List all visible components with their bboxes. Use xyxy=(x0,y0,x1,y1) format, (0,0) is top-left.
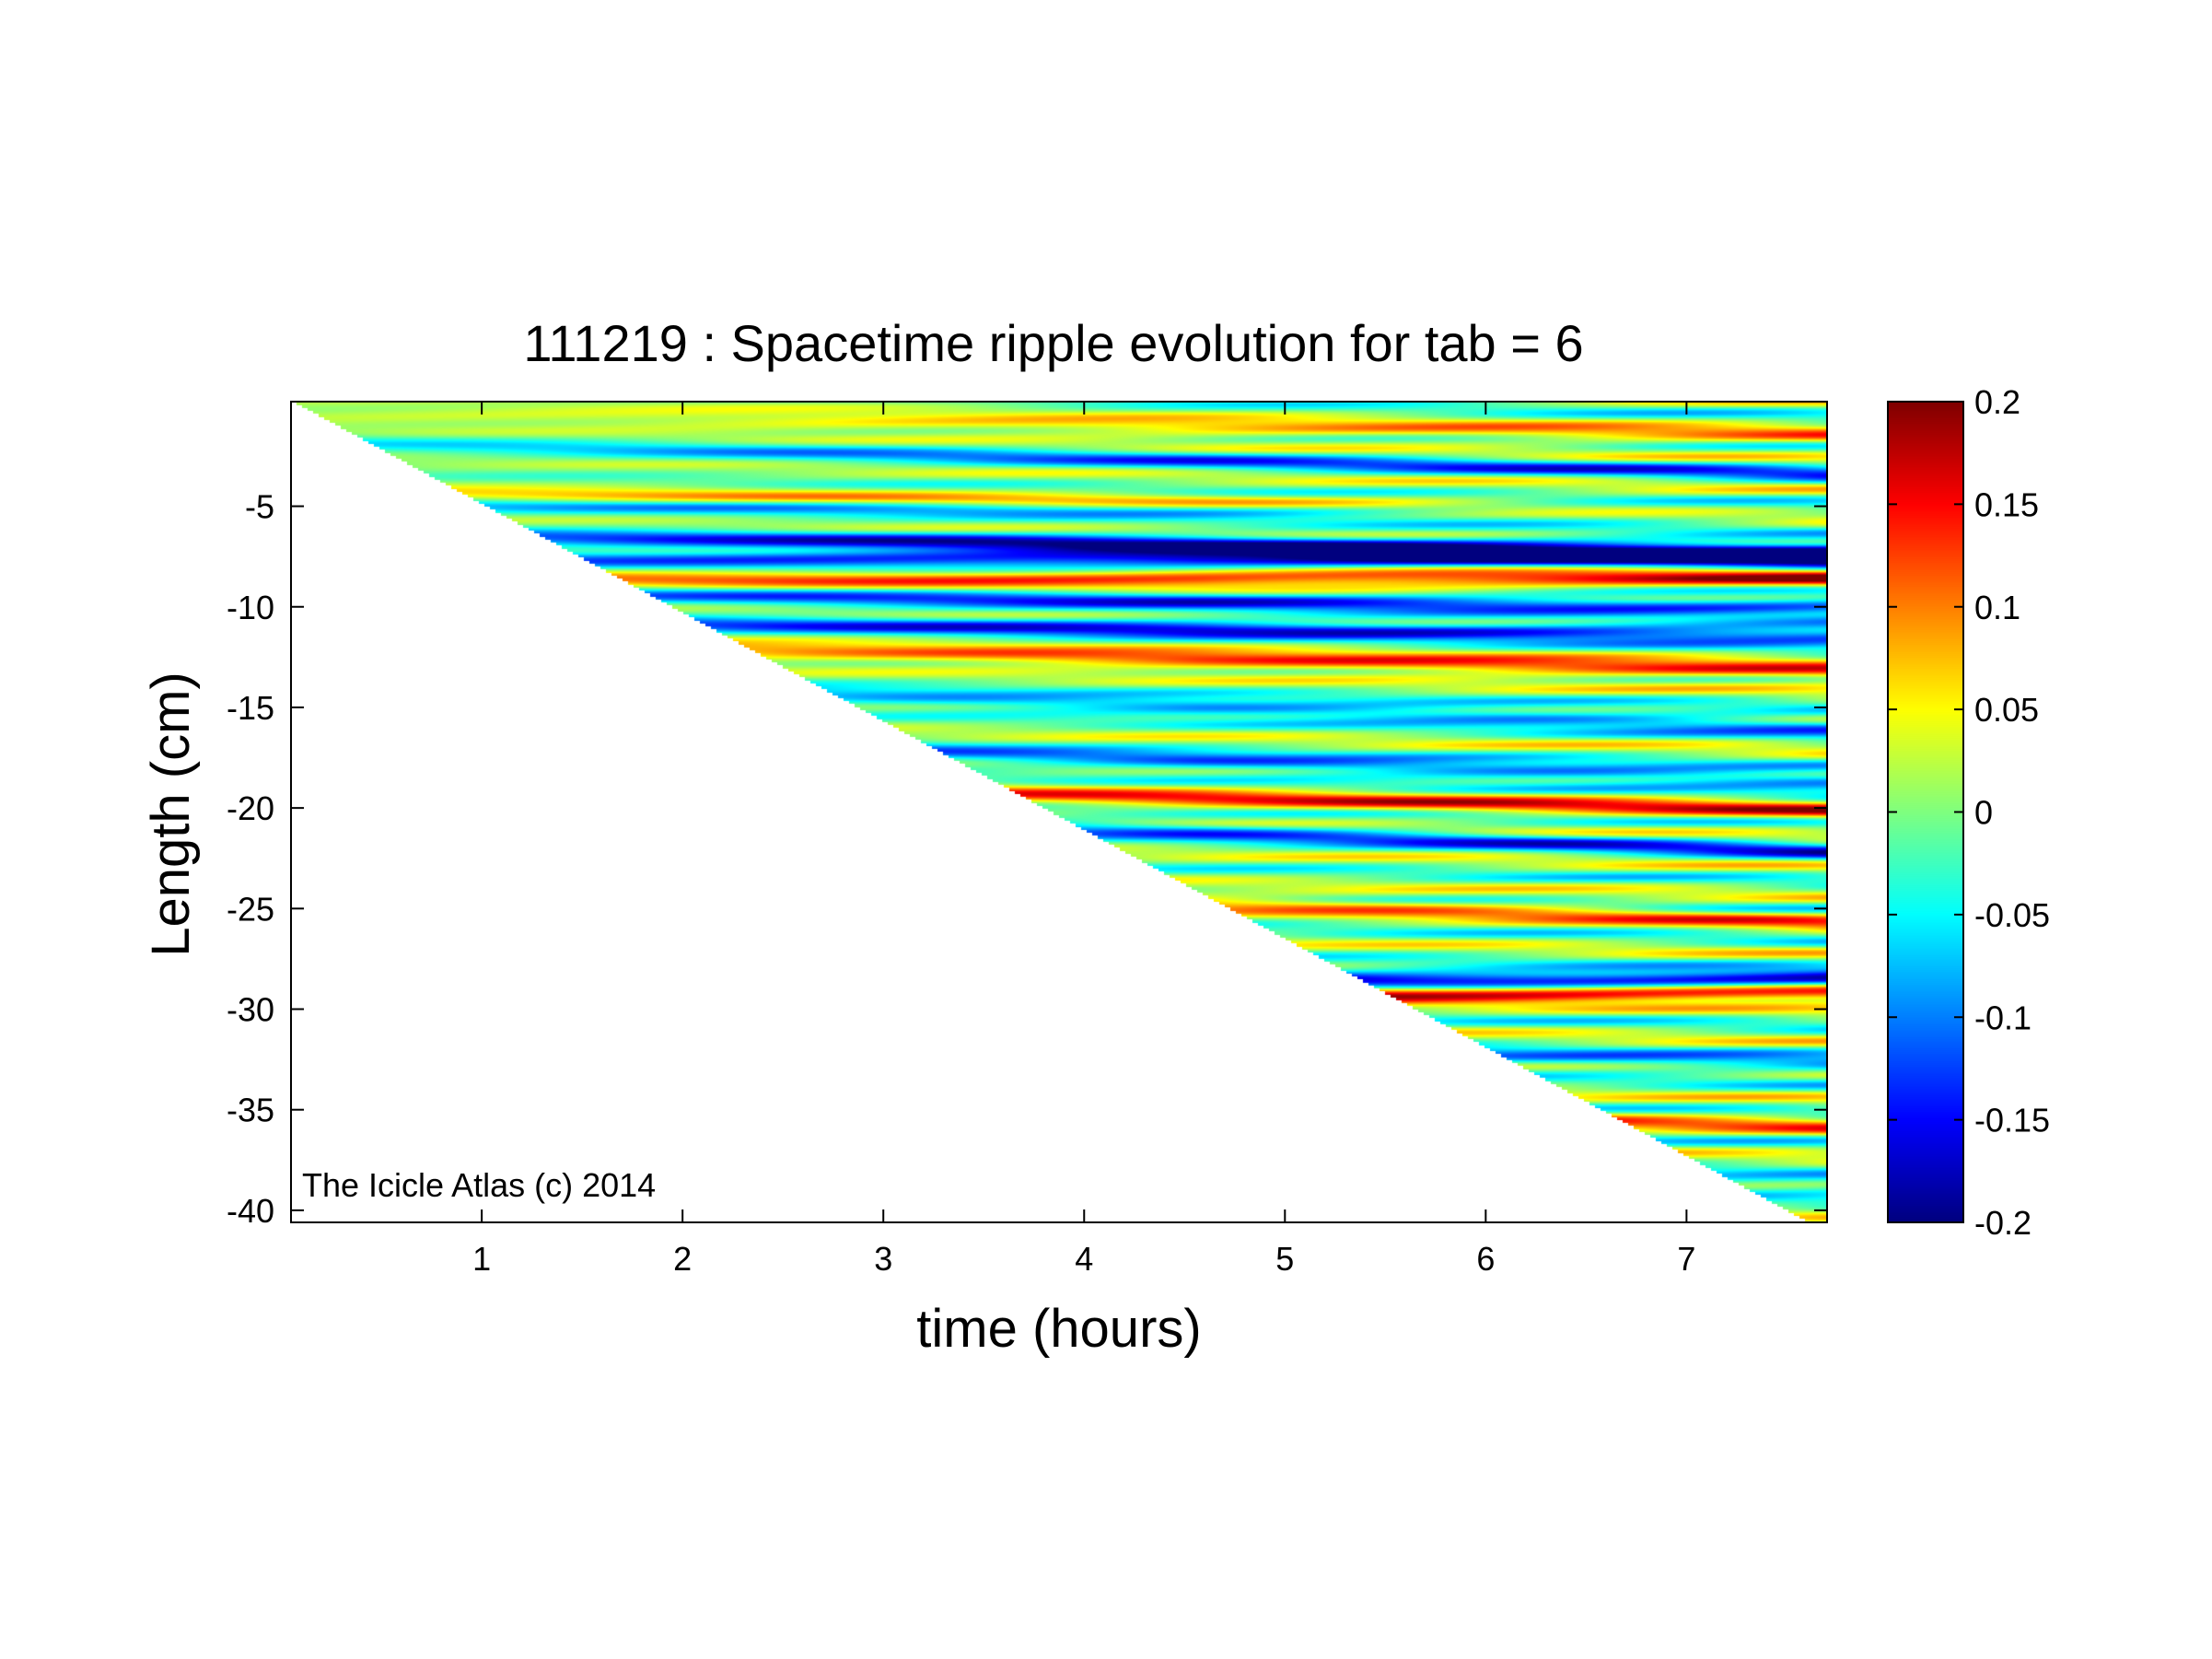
watermark: The Icicle Atlas (c) 2014 xyxy=(302,1166,656,1204)
colorbar-tick-label: -0.05 xyxy=(1974,896,2050,934)
plot-frame xyxy=(290,401,1828,1223)
colorbar-wrapper xyxy=(1888,402,1963,1222)
plot-area-wrapper xyxy=(291,402,1827,1222)
y-tick-label: -20 xyxy=(227,789,274,827)
colorbar-tick-label: 0.1 xyxy=(1974,589,2020,626)
x-tick-label: 1 xyxy=(472,1240,491,1278)
colorbar-tick-label: -0.2 xyxy=(1974,1204,2032,1242)
y-tick-label: -15 xyxy=(227,689,274,727)
y-axis-label: Length (cm) xyxy=(141,672,201,956)
x-axis-ticks: 1 2 3 4 5 6 7 xyxy=(472,402,1695,1278)
colorbar-tick-label: -0.1 xyxy=(1974,999,2032,1036)
y-tick-label: -30 xyxy=(227,991,274,1029)
x-tick-label: 2 xyxy=(673,1240,692,1278)
chart-title: 111219 : Spacetime ripple evolution for … xyxy=(523,314,1583,372)
x-tick-label: 7 xyxy=(1677,1240,1695,1278)
x-tick-label: 6 xyxy=(1476,1240,1495,1278)
colorbar-tick-label: 0.2 xyxy=(1974,383,2020,421)
colorbar-tick-label: -0.15 xyxy=(1974,1102,2050,1139)
x-tick-label: 4 xyxy=(1075,1240,1093,1278)
colorbar-canvas xyxy=(1888,402,1963,1222)
y-tick-label: -35 xyxy=(227,1092,274,1129)
x-axis-label: time (hours) xyxy=(916,1299,1201,1359)
colorbar-ticks: 0.2 0.15 0.1 0.05 0 -0.05 -0.1 -0.15 -0.2 xyxy=(1888,383,2050,1242)
colorbar-tick-label: 0 xyxy=(1974,794,1993,832)
x-tick-label: 3 xyxy=(874,1240,892,1278)
x-tick-label: 5 xyxy=(1275,1240,1294,1278)
y-tick-label: -25 xyxy=(227,890,274,928)
y-axis-ticks: -5 -10 -15 -20 -25 -30 -35 -40 xyxy=(227,488,1827,1230)
y-tick-label: -40 xyxy=(227,1192,274,1230)
y-tick-label: -5 xyxy=(245,488,274,526)
colorbar-tick-label: 0.15 xyxy=(1974,485,2039,523)
colorbar-tick-label: 0.05 xyxy=(1974,691,2039,729)
y-tick-label: -10 xyxy=(227,589,274,626)
heatmap-canvas xyxy=(291,402,1827,1222)
